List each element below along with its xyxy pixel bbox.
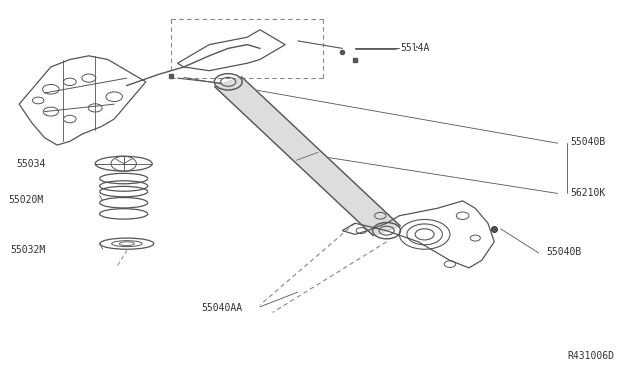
Text: 55ŀ4A: 55ŀ4A [401,43,430,52]
Text: 55032M: 55032M [10,245,46,255]
Text: 55040AA: 55040AA [202,303,243,313]
Text: 55040B: 55040B [570,137,605,147]
Text: R431006D: R431006D [567,352,614,361]
Polygon shape [215,77,400,235]
Text: 55034: 55034 [17,160,46,169]
Text: 56210K: 56210K [570,188,605,198]
Text: 55040B: 55040B [546,247,582,257]
Text: 55020M: 55020M [8,195,44,205]
